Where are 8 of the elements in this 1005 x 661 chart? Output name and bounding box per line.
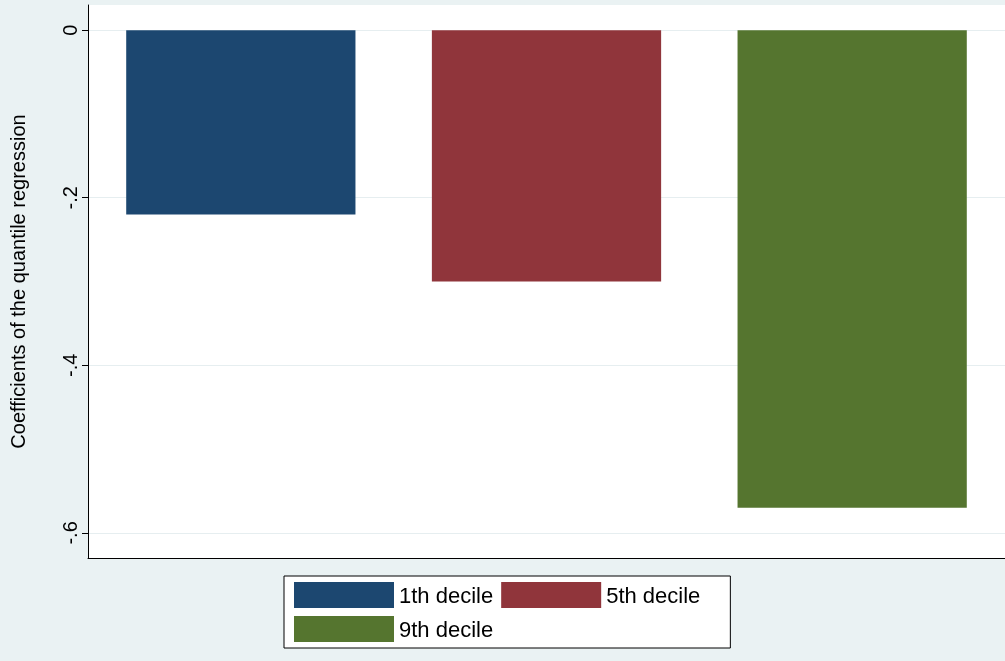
- y-tick-label: -.6: [59, 521, 81, 545]
- y-tick-label: -.2: [59, 186, 81, 210]
- legend-label: 1th decile: [399, 582, 494, 608]
- y-axis-title: Coefficients of the quantile regression: [7, 114, 29, 449]
- legend-label: 5th decile: [606, 582, 701, 608]
- legend-label: 9th decile: [399, 616, 494, 642]
- y-tick-label: -.4: [59, 353, 81, 377]
- y-tick-label: 0: [59, 24, 81, 36]
